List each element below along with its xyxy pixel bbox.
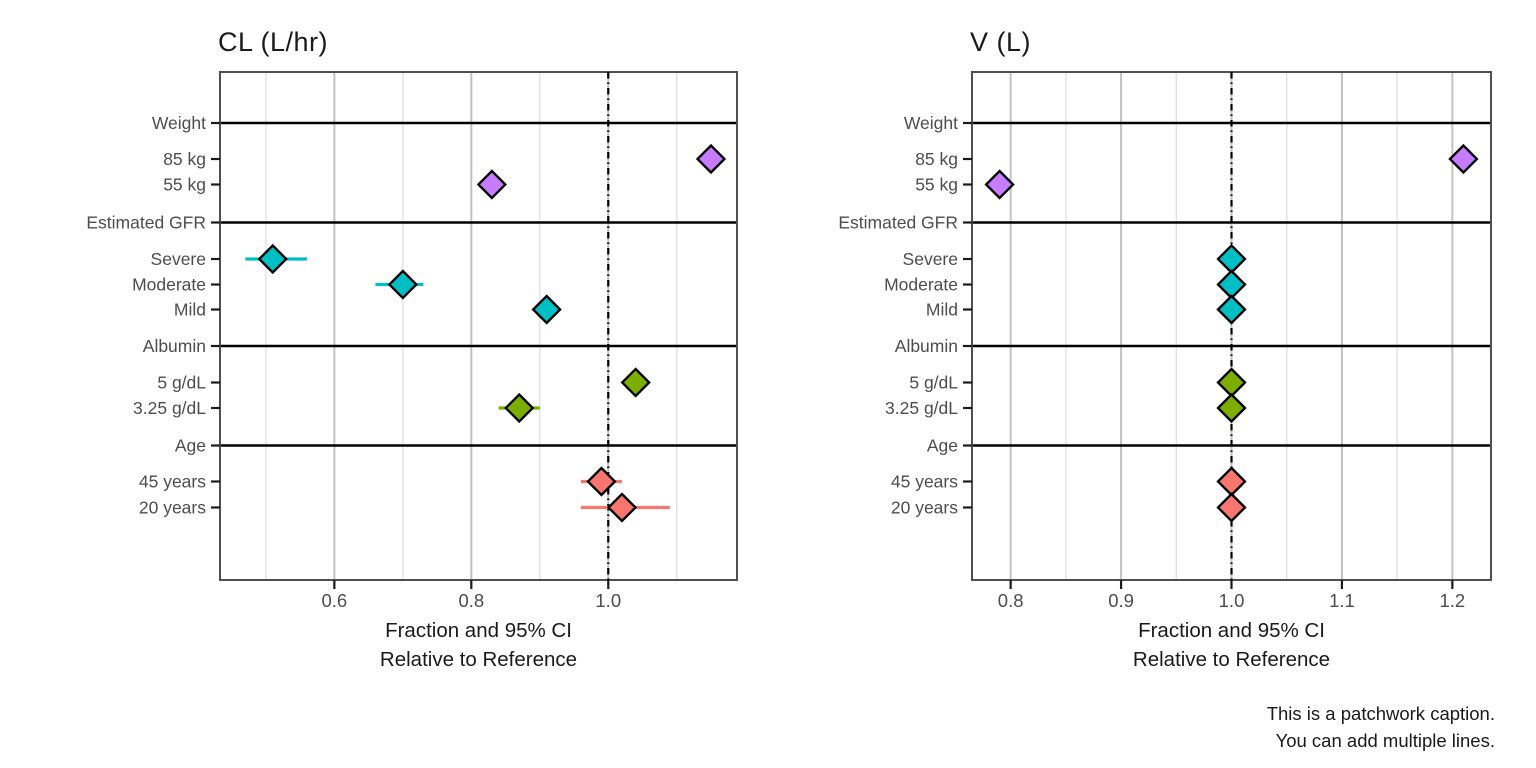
x-axis-title-line2: Relative to Reference	[1132, 647, 1331, 671]
group-label: Age	[927, 436, 958, 456]
x-tick-label: 0.6	[321, 590, 347, 611]
y-axis-label: 20 years	[891, 498, 958, 518]
group-label: Age	[175, 436, 206, 456]
point-diamond	[1448, 143, 1479, 175]
panel-border	[219, 71, 738, 581]
caption-line1: This is a patchwork caption.	[1266, 703, 1495, 724]
panel-title-v: V (L)	[970, 27, 1032, 57]
group-label: Weight	[152, 113, 206, 133]
y-axis-label: 85 kg	[163, 149, 206, 169]
point-diamond	[695, 143, 727, 175]
group-label: Albumin	[895, 336, 958, 356]
point-diamond	[1216, 392, 1247, 424]
y-axis-label: Mild	[926, 300, 958, 320]
caption-line2: You can add multiple lines.	[1275, 730, 1495, 751]
y-axis-label: Mild	[174, 300, 206, 320]
point-diamond	[1216, 466, 1247, 497]
x-tick-label: 1.1	[1329, 590, 1355, 611]
x-axis-title-line1: Fraction and 95% CI	[1138, 619, 1325, 642]
point-diamond	[476, 169, 507, 200]
y-axis-label: 85 kg	[915, 149, 958, 169]
y-axis-label: 5 g/dL	[909, 373, 958, 393]
x-tick-label: 0.9	[1108, 590, 1134, 611]
x-tick-label: 1.0	[595, 590, 621, 611]
x-axis-title-line2: Relative to Reference	[379, 647, 578, 671]
point-diamond	[504, 392, 535, 424]
x-tick-label: 0.8	[458, 590, 484, 611]
point-diamond	[606, 492, 638, 523]
y-axis-label: Severe	[151, 249, 206, 269]
y-axis-label: 3.25 g/dL	[885, 398, 958, 418]
x-axis-title-line1: Fraction and 95% CI	[385, 619, 572, 642]
patchwork-caption: This is a patchwork caption. You can add…	[895, 700, 1495, 754]
point-diamond	[531, 294, 562, 325]
y-axis-label: 45 years	[139, 472, 206, 492]
group-label: Estimated GFR	[838, 213, 958, 233]
y-axis-label: Moderate	[132, 275, 206, 295]
y-axis-label: 5 g/dL	[157, 373, 206, 393]
point-diamond	[1216, 492, 1247, 523]
group-label: Weight	[904, 113, 958, 133]
y-axis-label: 45 years	[891, 472, 958, 492]
x-axis-title-right: Fraction and 95% CI Relative to Referenc…	[972, 617, 1491, 674]
y-axis-label: 3.25 g/dL	[133, 398, 206, 418]
y-axis-label: Moderate	[884, 275, 958, 295]
point-diamond	[620, 367, 651, 398]
point-diamond	[1216, 367, 1247, 398]
group-label: Albumin	[143, 336, 206, 356]
x-tick-label: 1.2	[1439, 590, 1465, 611]
x-tick-label: 0.8	[998, 590, 1024, 611]
point-diamond	[1216, 269, 1247, 300]
y-axis-label: Severe	[903, 249, 958, 269]
x-axis-title-left: Fraction and 95% CI Relative to Referenc…	[220, 617, 737, 674]
point-diamond	[1216, 294, 1247, 325]
point-diamond	[257, 243, 288, 275]
point-diamond	[984, 169, 1015, 200]
panel-title-cl: CL (L/hr)	[218, 27, 329, 57]
point-diamond	[586, 466, 617, 497]
x-tick-label: 1.0	[1219, 590, 1245, 611]
point-diamond	[387, 269, 418, 300]
y-axis-label: 20 years	[139, 498, 206, 518]
y-axis-label: 55 kg	[163, 175, 206, 195]
group-label: Estimated GFR	[86, 213, 206, 233]
y-axis-label: 55 kg	[915, 175, 958, 195]
point-diamond	[1216, 243, 1247, 275]
